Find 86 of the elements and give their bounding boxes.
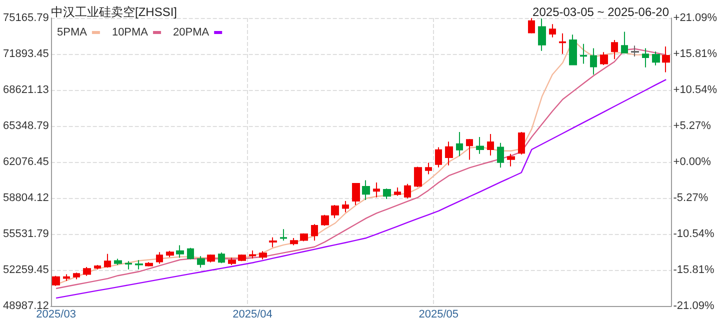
line-series <box>55 78 667 299</box>
candlestick <box>166 250 174 258</box>
candlestick <box>435 146 442 168</box>
chart-title: 中汉工业硅卖空[ZHSSI] <box>51 5 178 19</box>
candlestick <box>652 51 660 66</box>
candlestick <box>259 250 267 260</box>
candlestick <box>228 257 236 266</box>
candlestick <box>466 138 473 160</box>
candlestick <box>269 236 277 248</box>
y2-tick-label: -10.54% <box>673 228 714 240</box>
candlestick <box>83 266 91 276</box>
candlestick <box>549 24 556 38</box>
candlestick <box>507 153 515 167</box>
candlestick <box>249 250 256 259</box>
candlestick <box>383 188 391 200</box>
candlestick <box>300 232 308 242</box>
candlestick <box>538 18 546 52</box>
candlestick <box>52 275 60 286</box>
candlestick <box>642 48 649 68</box>
candlestick <box>63 274 70 282</box>
candlestick <box>145 262 153 267</box>
candlestick <box>342 200 349 213</box>
candlestick <box>631 45 639 57</box>
candlestick <box>580 43 587 64</box>
candlestick <box>621 31 628 54</box>
candlestick <box>528 18 535 34</box>
candlestick <box>611 39 618 60</box>
candlestick <box>290 237 298 246</box>
candlestick <box>590 48 597 76</box>
candlestick <box>187 247 194 260</box>
candlestick <box>238 254 246 262</box>
y-tick-label: 68621.13 <box>2 84 49 96</box>
y-tick-label: 71893.45 <box>2 48 49 60</box>
y2-tick-label: -15.81% <box>673 264 714 276</box>
candlestick <box>207 254 215 263</box>
y-tick-label: 65348.79 <box>2 120 49 132</box>
candlestick <box>104 253 111 268</box>
candlestick <box>518 132 525 155</box>
candlestick <box>569 34 577 66</box>
candlestick <box>373 182 380 198</box>
candlestick <box>94 264 101 270</box>
candlestick <box>476 136 484 154</box>
y-tick-label: 55531.79 <box>2 228 49 240</box>
candlestick <box>176 244 184 258</box>
candlestick <box>600 52 608 66</box>
candlestick <box>156 252 163 264</box>
candlestick <box>414 166 422 188</box>
candlestick <box>125 260 132 270</box>
y2-tick-label: +15.81% <box>673 48 718 60</box>
y-tick-label: 75165.79 <box>2 12 49 24</box>
x-tick-label: 2025/05 <box>418 308 459 320</box>
candlestick <box>331 204 339 219</box>
candlestick <box>280 228 287 242</box>
candlestick <box>445 141 453 166</box>
candlestick <box>362 180 370 201</box>
y2-tick-label: -21.09% <box>673 300 714 312</box>
x-tick-label: 2025/04 <box>232 308 272 320</box>
chart-subtitle: 2025-03-05 ~ 2025-06-20 <box>532 5 670 19</box>
candlestick <box>73 272 80 280</box>
candlestick <box>218 252 225 264</box>
y-tick-label: 62076.45 <box>2 156 49 168</box>
y2-tick-label: +21.09% <box>673 12 718 24</box>
legend-label: 10PMA <box>112 26 149 38</box>
candlestick <box>456 132 463 157</box>
candlestick <box>487 134 494 156</box>
candlestick <box>662 46 670 73</box>
candlestick <box>425 162 432 175</box>
candlestick <box>135 260 143 270</box>
x-tick-label: 2025/03 <box>36 308 76 320</box>
candlestick <box>197 256 205 268</box>
candlestick <box>321 214 329 226</box>
y2-tick-label: +0.00% <box>673 156 712 168</box>
candlestick <box>559 32 566 54</box>
legend-label: 5PMA <box>56 26 88 38</box>
candlestick <box>404 183 411 199</box>
y2-tick-label: -5.27% <box>673 192 708 204</box>
legend-label: 20PMA <box>173 26 210 38</box>
y-tick-label: 58804.12 <box>2 192 49 204</box>
y2-tick-label: +10.54% <box>673 84 718 96</box>
candlestick <box>352 182 360 206</box>
candlestick <box>497 142 504 168</box>
y2-tick-label: +5.27% <box>673 120 712 132</box>
candlestick <box>311 224 318 242</box>
candlestick <box>394 186 401 196</box>
candlestick <box>114 258 122 266</box>
y-tick-label: 52259.45 <box>2 264 49 276</box>
